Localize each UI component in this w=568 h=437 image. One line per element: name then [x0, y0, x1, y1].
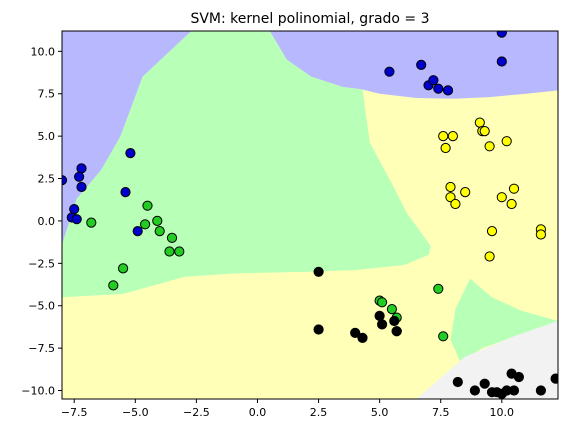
region-blue-0 [62, 31, 192, 245]
point-series3-18 [535, 385, 547, 396]
point-series1-1 [440, 142, 451, 154]
point-series1-18 [535, 229, 547, 240]
plot-frame [61, 30, 559, 400]
point-series0-14 [433, 83, 444, 94]
data-points [62, 31, 558, 399]
y-tick-label-7: 7.5 [38, 88, 56, 101]
x-tick-label-5: 5.0 [371, 406, 389, 419]
point-series2-2 [154, 226, 165, 237]
point-series2-3 [140, 219, 151, 230]
point-series1-10 [445, 192, 456, 203]
y-tick-label-4: 0.0 [38, 215, 56, 228]
point-series2-6 [174, 246, 185, 257]
region-green-3 [450, 278, 558, 362]
point-series1-8 [445, 181, 456, 193]
point-series1-7 [501, 136, 512, 147]
point-series3-19 [550, 373, 558, 384]
point-series0-4 [125, 148, 136, 159]
point-series3-4 [389, 315, 400, 327]
point-series3-17 [508, 385, 520, 396]
point-series1-13 [508, 183, 520, 194]
y-tick-label-2: −5.0 [28, 300, 55, 313]
point-series2-15 [433, 283, 444, 294]
y-tick-label-5: 2.5 [38, 173, 56, 186]
point-series2-7 [164, 246, 175, 257]
point-series1-16 [484, 251, 495, 262]
y-tick-label-0: −10.0 [21, 385, 55, 398]
point-series0-11 [416, 59, 427, 71]
point-series2-8 [118, 263, 129, 274]
x-tick-label-1: −5.0 [122, 406, 149, 419]
y-tick-label-3: −2.5 [28, 257, 55, 270]
point-series3-0 [313, 266, 324, 277]
point-series0-10 [384, 66, 395, 77]
point-series2-5 [166, 232, 178, 243]
point-series0-17 [496, 56, 507, 67]
point-series0-16 [496, 31, 507, 38]
point-series0-8 [71, 214, 82, 225]
point-series0-13 [428, 75, 439, 86]
point-series0-3 [76, 181, 87, 193]
x-axis: −7.5 −5.0 −2.5 0.0 2.5 5.0 7.5 10.0 [61, 399, 514, 419]
point-series0-5 [120, 187, 131, 198]
x-tick-label-2: −2.5 [183, 406, 210, 419]
x-tick-label-4: 2.5 [310, 406, 328, 419]
point-series1-3 [474, 117, 485, 128]
point-series1-6 [484, 141, 495, 152]
point-series3-15 [513, 371, 525, 383]
point-series3-5 [391, 326, 402, 337]
point-series0-9 [132, 226, 143, 237]
region-green-2 [62, 31, 431, 298]
y-axis: −10.0 −7.5 −5.0 −2.5 0.0 2.5 5.0 7.5 10.0 [21, 45, 62, 398]
point-series2-9 [108, 280, 119, 291]
point-series2-0 [142, 200, 153, 211]
y-tick-label-8: 10.0 [31, 45, 56, 58]
point-series1-15 [486, 226, 498, 237]
point-series1-14 [506, 198, 517, 210]
x-tick-label-0: −7.5 [61, 406, 88, 419]
point-series1-2 [447, 131, 458, 142]
point-series3-6 [350, 327, 361, 338]
y-tick-label-1: −7.5 [28, 342, 55, 355]
point-series2-1 [152, 215, 163, 226]
point-series3-7 [357, 332, 368, 343]
point-series2-11 [377, 297, 388, 308]
y-tick-label-6: 5.0 [38, 130, 56, 143]
point-series1-5 [479, 126, 490, 137]
x-tick-label-7: 10.0 [490, 406, 515, 419]
point-series0-2 [74, 171, 85, 182]
point-series1-12 [496, 192, 507, 203]
point-series3-10 [469, 385, 480, 396]
chart-title: SVM: kernel polinomial, grado = 3 [190, 11, 429, 27]
region-blue-1 [269, 31, 558, 99]
point-series1-11 [450, 198, 461, 210]
point-series2-16 [438, 331, 449, 342]
point-series2-12 [386, 304, 397, 315]
point-series1-9 [460, 187, 471, 198]
point-series3-2 [374, 310, 385, 321]
point-series1-0 [438, 131, 449, 142]
point-series3-8 [452, 376, 463, 388]
x-tick-label-6: 7.5 [432, 406, 450, 419]
point-series0-1 [76, 163, 87, 174]
point-series2-4 [86, 217, 97, 228]
point-series3-9 [479, 378, 490, 389]
x-tick-label-3: 0.0 [249, 406, 267, 419]
decision-regions [62, 31, 558, 399]
point-series0-7 [69, 204, 80, 215]
point-series3-1 [313, 324, 324, 335]
point-series0-15 [442, 85, 454, 96]
point-series3-3 [377, 319, 388, 330]
